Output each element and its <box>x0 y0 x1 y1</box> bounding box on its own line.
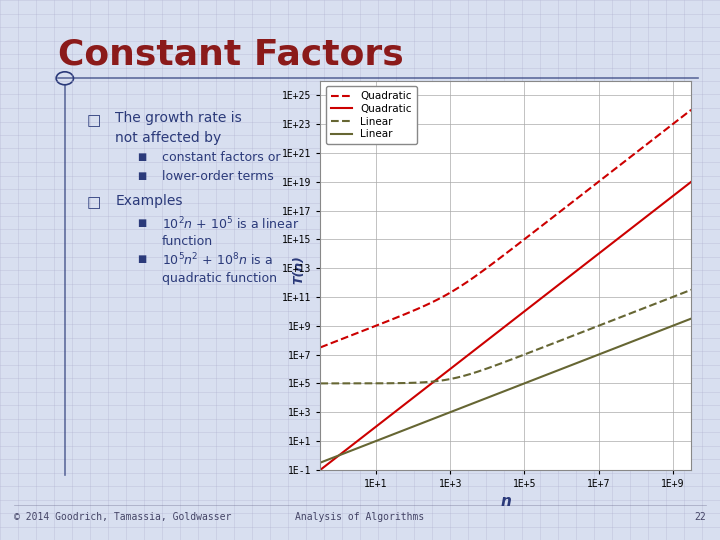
Line: Quadratic: Quadratic <box>320 110 691 347</box>
Text: $10^2\mathbf{\it{n}}$ + $10^5$ is a linear: $10^2\mathbf{\it{n}}$ + $10^5$ is a line… <box>162 216 300 233</box>
Quadratic <box>537 223 546 230</box>
Text: The growth rate is: The growth rate is <box>115 111 242 125</box>
Quadratic <box>652 133 661 140</box>
Linear <box>537 345 546 352</box>
Text: ■: ■ <box>137 254 146 264</box>
Text: ■: ■ <box>137 171 146 181</box>
Quadratic <box>536 296 544 302</box>
Text: Analysis of Algorithms: Analysis of Algorithms <box>295 512 425 522</box>
Linear <box>318 380 326 387</box>
X-axis label: n: n <box>500 495 511 509</box>
Linear <box>629 309 637 316</box>
Linear <box>316 380 325 387</box>
Quadratic <box>543 291 552 297</box>
Text: Constant Factors: Constant Factors <box>58 38 403 72</box>
Text: ■: ■ <box>137 152 146 163</box>
Quadratic <box>629 152 637 158</box>
Linear <box>316 460 325 466</box>
Line: Linear: Linear <box>320 290 691 383</box>
Text: 22: 22 <box>694 512 706 522</box>
Quadratic <box>316 467 325 473</box>
Text: $10^5\mathbf{\it{n}}^2$ + $10^8\mathbf{\it{n}}$ is a: $10^5\mathbf{\it{n}}^2$ + $10^8\mathbf{\… <box>162 252 273 269</box>
Text: ■: ■ <box>137 218 146 228</box>
Quadratic <box>318 343 326 350</box>
Quadratic <box>652 206 661 212</box>
Linear <box>629 338 637 345</box>
Quadratic <box>687 106 696 113</box>
Linear <box>537 374 546 380</box>
Linear <box>652 300 661 307</box>
Linear <box>536 345 544 352</box>
Quadratic <box>537 295 546 301</box>
Text: T(n): T(n) <box>292 255 305 285</box>
Quadratic <box>536 224 544 231</box>
Text: Examples: Examples <box>115 194 183 208</box>
Linear <box>543 342 552 349</box>
Quadratic <box>687 179 696 185</box>
Quadratic <box>629 224 637 231</box>
Text: function: function <box>162 235 213 248</box>
Text: quadratic function: quadratic function <box>162 272 277 285</box>
Linear <box>318 459 326 465</box>
Text: lower-order terms: lower-order terms <box>162 170 274 183</box>
Line: Linear: Linear <box>320 319 691 463</box>
Quadratic <box>318 465 326 472</box>
Quadratic <box>543 218 552 225</box>
Linear <box>687 287 696 293</box>
Legend: Quadratic, Quadratic, Linear, Linear: Quadratic, Quadratic, Linear, Linear <box>325 86 417 144</box>
Linear <box>543 371 552 377</box>
Text: □: □ <box>86 113 101 129</box>
Text: not affected by: not affected by <box>115 131 222 145</box>
Text: constant factors or: constant factors or <box>162 151 281 164</box>
Linear <box>652 329 661 335</box>
Text: © 2014 Goodrich, Tamassia, Goldwasser: © 2014 Goodrich, Tamassia, Goldwasser <box>14 512 232 522</box>
Text: □: □ <box>86 195 101 211</box>
Line: Quadratic: Quadratic <box>320 182 691 470</box>
Quadratic <box>316 344 325 350</box>
Linear <box>536 374 544 381</box>
Linear <box>687 315 696 322</box>
